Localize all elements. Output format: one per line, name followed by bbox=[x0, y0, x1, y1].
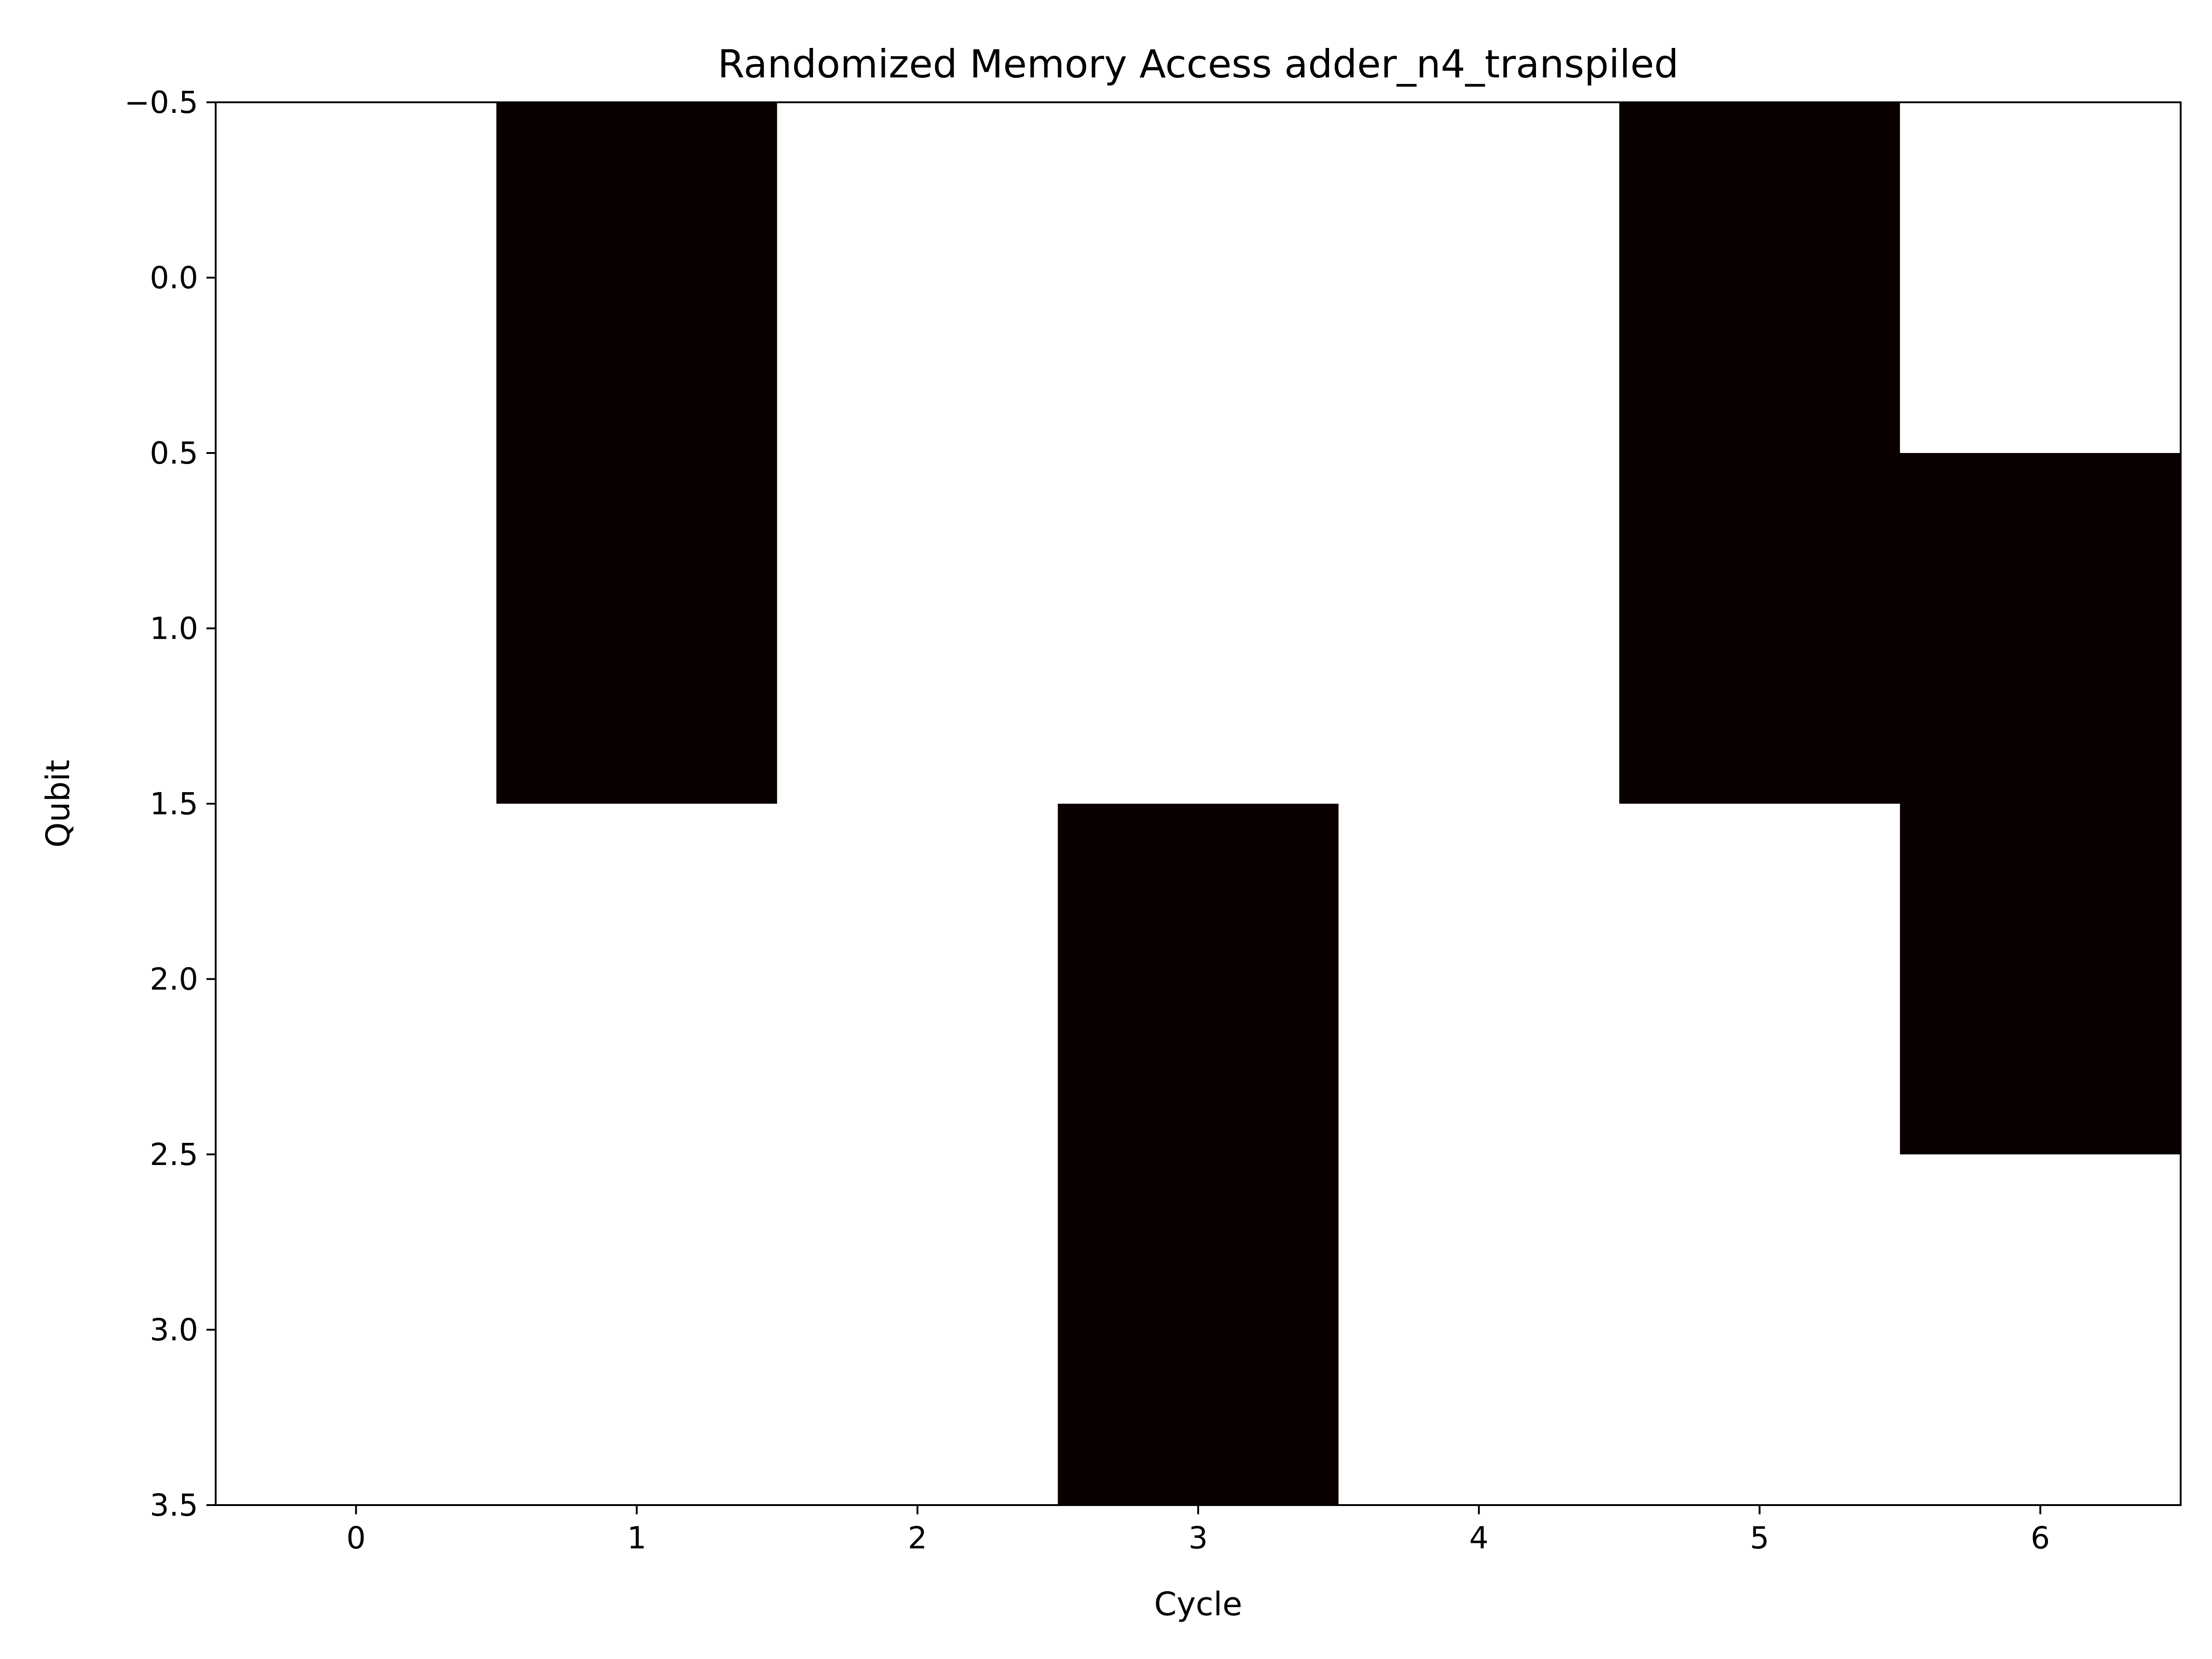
heatmap-cells bbox=[216, 102, 2181, 1506]
heatmap-cell bbox=[216, 1154, 497, 1506]
heatmap-cell bbox=[1338, 1154, 1620, 1506]
heatmap-cell bbox=[216, 102, 497, 453]
y-tick-label: 0.0 bbox=[150, 260, 198, 296]
x-axis-title: Cycle bbox=[1154, 1585, 1242, 1623]
heatmap-cell bbox=[496, 102, 777, 453]
heatmap-cell bbox=[496, 1154, 777, 1506]
y-axis: −0.5 0.0 0.5 1.0 1.5 2.0 2.5 3.0 3.5 bbox=[124, 85, 216, 1523]
heatmap-cell bbox=[1619, 102, 1900, 453]
heatmap-cell bbox=[216, 453, 497, 804]
x-axis: 0 1 2 3 4 5 6 bbox=[347, 1505, 2050, 1556]
y-tick-label: 0.5 bbox=[150, 435, 198, 471]
heatmap-cell bbox=[777, 102, 1058, 453]
heatmap-cell bbox=[777, 804, 1058, 1155]
heatmap-cell bbox=[1900, 804, 2181, 1155]
y-tick-label: 1.5 bbox=[150, 786, 198, 822]
y-tick-label: 3.5 bbox=[150, 1488, 198, 1523]
heatmap-cell bbox=[1619, 1154, 1900, 1506]
y-tick-label: 2.5 bbox=[150, 1137, 198, 1172]
heatmap-cell bbox=[496, 453, 777, 804]
heatmap-cell bbox=[1058, 1154, 1339, 1506]
heatmap-cell bbox=[1338, 102, 1620, 453]
y-tick-label: 2.0 bbox=[150, 962, 198, 997]
heatmap-cell bbox=[1900, 1154, 2181, 1506]
x-tick-label: 4 bbox=[1469, 1520, 1488, 1556]
y-tick-label: 1.0 bbox=[150, 611, 198, 647]
heatmap-cell bbox=[1619, 453, 1900, 804]
x-tick-label: 3 bbox=[1188, 1520, 1208, 1556]
x-tick-label: 5 bbox=[1750, 1520, 1769, 1556]
heatmap-cell bbox=[496, 804, 777, 1155]
heatmap-cell bbox=[1900, 102, 2181, 453]
y-tick-label: −0.5 bbox=[124, 85, 198, 120]
heatmap-cell bbox=[1900, 453, 2181, 804]
heatmap-cell bbox=[1058, 804, 1339, 1155]
heatmap-cell bbox=[1338, 804, 1620, 1155]
heatmap-cell bbox=[777, 453, 1058, 804]
heatmap-cell bbox=[1058, 453, 1339, 804]
chart-title: Randomized Memory Access adder_n4_transp… bbox=[718, 41, 1678, 87]
heatmap-cell bbox=[777, 1154, 1058, 1506]
y-axis-title: Qubit bbox=[39, 760, 77, 848]
x-tick-label: 0 bbox=[347, 1520, 366, 1556]
x-tick-label: 6 bbox=[2030, 1520, 2050, 1556]
heatmap-cell bbox=[1619, 804, 1900, 1155]
heatmap-cell bbox=[1058, 102, 1339, 453]
heatmap-cell bbox=[216, 804, 497, 1155]
heatmap-cell bbox=[1338, 453, 1620, 804]
y-tick-label: 3.0 bbox=[150, 1312, 198, 1348]
x-tick-label: 1 bbox=[627, 1520, 647, 1556]
x-tick-label: 2 bbox=[908, 1520, 927, 1556]
